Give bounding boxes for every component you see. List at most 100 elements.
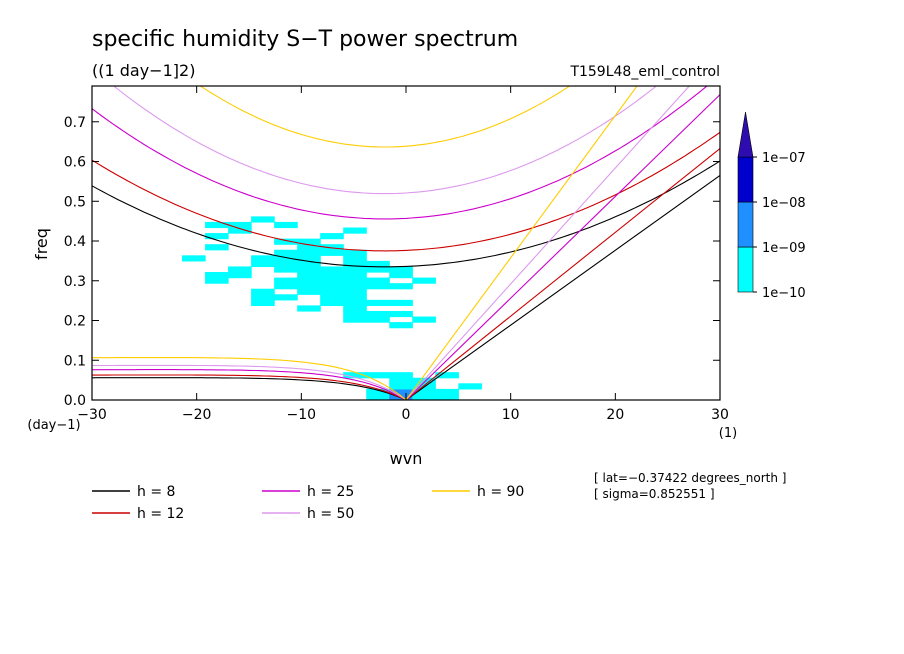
- heat-cell: [274, 249, 298, 256]
- ig-curve: [112, 86, 658, 195]
- colorbar-label: 1e−07: [762, 151, 806, 166]
- heat-cell: [343, 227, 367, 234]
- colorbar-label: 1e−08: [762, 196, 806, 211]
- heat-cell: [228, 227, 252, 234]
- heat-cell: [366, 310, 390, 318]
- heat-cell: [435, 372, 459, 379]
- heat-cell: [320, 294, 344, 301]
- chart-subtitle: ((1 day−1]2): [92, 61, 195, 80]
- y-tick-label: 0.7: [64, 115, 86, 131]
- kelvin-curve: [405, 86, 690, 400]
- heat-cell: [297, 260, 321, 268]
- heat-cell: [412, 388, 436, 396]
- heat-cell: [297, 288, 321, 295]
- heat-cell: [343, 305, 367, 312]
- legend: h = 8 h = 12 h = 25 h = 50 h = 90: [92, 484, 524, 522]
- heat-cell: [366, 299, 390, 307]
- colorbar-label: 1e−09: [762, 241, 806, 256]
- heat-cell: [320, 277, 344, 284]
- heat-cell: [320, 244, 344, 251]
- heat-cell: [343, 266, 367, 273]
- heat-cell: [412, 377, 436, 384]
- heat-cell: [343, 288, 367, 295]
- y-axis-label: freq: [32, 228, 51, 260]
- x-tick-label: −10: [287, 407, 317, 423]
- heat-cell: [274, 277, 298, 284]
- ig-curve: [92, 86, 708, 220]
- x-tick-label: 10: [502, 407, 520, 423]
- heat-cell: [389, 372, 413, 379]
- heat-cell: [297, 244, 321, 251]
- heat-cell: [366, 372, 390, 379]
- heat-cell: [389, 299, 413, 307]
- heat-cell: [297, 272, 321, 279]
- heat-cell: [389, 322, 413, 329]
- heat-cell: [251, 255, 275, 262]
- heat-cell: [297, 283, 321, 290]
- sigma-annotation: [ sigma=0.852551 ]: [594, 487, 715, 501]
- heat-cell: [343, 299, 367, 307]
- legend-entry: h = 25: [307, 484, 354, 500]
- y-tick-label: 0.2: [64, 314, 86, 330]
- heat-cell: [251, 260, 275, 268]
- heat-cell: [458, 383, 482, 390]
- heat-cell: [228, 272, 252, 279]
- heat-cell: [366, 266, 390, 273]
- heat-cell: [366, 283, 390, 290]
- heat-cell: [435, 388, 459, 396]
- y-tick-label: 0.0: [64, 393, 86, 409]
- heat-cell: [412, 277, 436, 284]
- legend-entry: h = 50: [307, 506, 354, 522]
- lat-annotation: [ lat=−0.37422 degrees_north ]: [594, 471, 786, 485]
- y-tick-label: 0.5: [64, 194, 86, 210]
- heat-cell: [389, 310, 413, 318]
- colorbar-band: [737, 246, 754, 293]
- heat-cell: [320, 288, 344, 295]
- heat-cell: [274, 255, 298, 262]
- heat-cell: [343, 283, 367, 290]
- heat-cell: [297, 305, 321, 312]
- power-spectrum-field: [182, 216, 482, 400]
- heat-cell: [412, 316, 436, 323]
- rossby-curve: [92, 377, 407, 400]
- heat-cell: [251, 294, 275, 301]
- heat-cell: [343, 372, 367, 379]
- heat-cell: [343, 310, 367, 318]
- heat-cell: [389, 283, 413, 290]
- heat-cell: [228, 221, 252, 229]
- run-label: T159L48_eml_control: [569, 64, 720, 80]
- heat-cell: [389, 383, 413, 390]
- heat-cell: [274, 238, 298, 245]
- heat-cell: [274, 260, 298, 268]
- heat-cell: [205, 233, 229, 240]
- y-tick-label: 0.6: [64, 155, 86, 171]
- heat-cell: [389, 266, 413, 273]
- heat-cell: [274, 283, 298, 290]
- heat-cell: [435, 394, 459, 400]
- heat-cell: [297, 266, 321, 273]
- heat-cell: [320, 272, 344, 279]
- y-unit-label: (day−1): [27, 418, 80, 433]
- x-axis-label: wvn: [390, 449, 423, 468]
- y-tick-label: 0.4: [64, 234, 86, 250]
- heat-cell: [343, 260, 367, 268]
- heat-cell: [205, 277, 229, 284]
- heat-cell: [389, 272, 413, 279]
- heat-cell: [366, 260, 390, 268]
- heat-cell: [389, 388, 413, 396]
- heat-cell: [274, 221, 298, 229]
- rossby-curve: [92, 369, 407, 400]
- axes: −30 −20 −10 0 10 20 30 0.0 0.1 0.2 0.3 0.4 0.5 0.6 0.7: [64, 86, 729, 423]
- kelvin-curve: [405, 94, 720, 400]
- heat-cell: [205, 221, 229, 229]
- rossby-curve: [92, 364, 407, 400]
- rossby-curve: [92, 357, 407, 400]
- kelvin-curve: [405, 174, 720, 400]
- rossby-curve: [92, 374, 407, 400]
- heat-cell: [297, 277, 321, 284]
- legend-entry: h = 90: [477, 484, 524, 500]
- heat-cell: [343, 277, 367, 284]
- ig-curve: [199, 86, 571, 148]
- heat-cell: [366, 277, 390, 284]
